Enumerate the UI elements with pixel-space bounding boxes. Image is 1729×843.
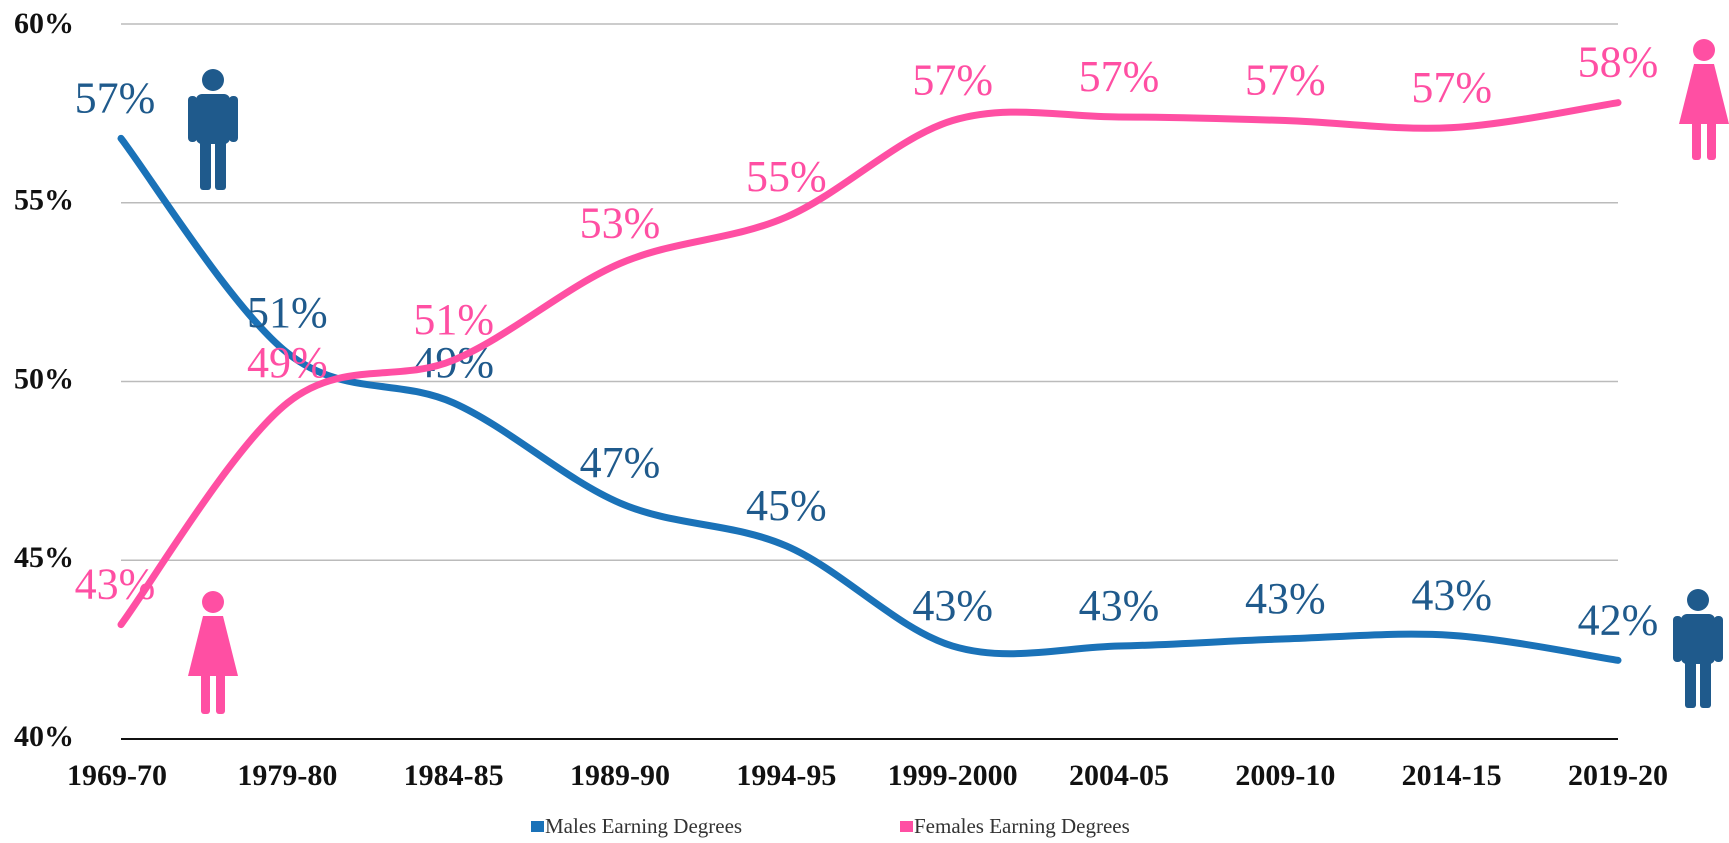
x-tick-label: 2014-15 (1402, 759, 1502, 792)
x-tick-label: 2019-20 (1568, 759, 1668, 792)
legend-swatch (900, 821, 913, 832)
y-tick-label: 50% (14, 362, 74, 395)
plot: 40% 45% 50% 55% 60% 1969-70 1979-80 1984-85 1989… (14, 7, 1668, 838)
x-tick-label: 1984-85 (404, 759, 504, 792)
data-label: 49% (247, 338, 328, 387)
x-tick-label: 2004-05 (1069, 759, 1169, 792)
x-tick-label: 1989-90 (570, 759, 670, 792)
line (117, 99, 1622, 629)
y-tick-label: 40% (14, 720, 74, 753)
line (117, 134, 1622, 664)
male-icon (188, 69, 238, 190)
legend-label: Females Earning Degrees (914, 814, 1130, 838)
data-label: 55% (746, 152, 827, 201)
data-label: 43% (1411, 570, 1492, 619)
data-label: 43% (75, 560, 156, 609)
data-label: 57% (75, 73, 156, 122)
legend-swatch (531, 821, 544, 832)
data-label: 51% (413, 295, 494, 344)
x-tick-label: 1994-95 (736, 759, 836, 792)
data-label: 57% (1079, 52, 1160, 101)
data-label: 58% (1578, 38, 1659, 87)
data-label: 53% (580, 199, 661, 248)
female-icon (188, 591, 238, 714)
data-label: 57% (1411, 63, 1492, 112)
data-label: 43% (912, 581, 993, 630)
legend-label: Males Earning Degrees (545, 814, 742, 838)
male-icon (1673, 589, 1723, 708)
data-label: 47% (580, 438, 661, 487)
x-tick-label: 1969-70 (67, 759, 167, 792)
data-label: 43% (1245, 574, 1326, 623)
data-label: 45% (746, 481, 827, 530)
x-tick-label: 1999-2000 (888, 759, 1018, 792)
data-label: 43% (1079, 581, 1160, 630)
y-tick-label: 45% (14, 541, 74, 574)
data-label: 57% (912, 56, 993, 105)
data-label: 42% (1578, 595, 1659, 644)
y-tick-label: 55% (14, 184, 74, 217)
x-tick-label: 2009-10 (1235, 759, 1335, 792)
female-icon (1679, 39, 1729, 160)
data-label: 51% (247, 288, 328, 337)
y-tick-label: 60% (14, 7, 74, 40)
x-tick-label: 1979-80 (237, 759, 337, 792)
data-label: 57% (1245, 56, 1326, 105)
